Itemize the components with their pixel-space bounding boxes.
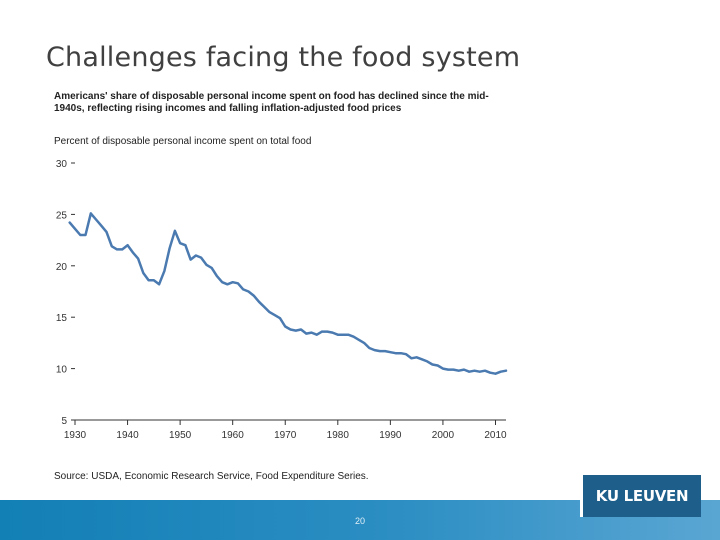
x-tick-label: 1940 <box>116 430 139 441</box>
chart-source: Source: USDA, Economic Research Service,… <box>54 471 369 482</box>
y-axis-label: Percent of disposable personal income sp… <box>54 136 312 147</box>
x-tick-label: 1970 <box>274 430 297 441</box>
x-tick-label: 2000 <box>432 430 455 441</box>
y-tick-label: 30 <box>56 159 68 170</box>
x-tick-label: 1960 <box>222 430 245 441</box>
tick-layer: 5 10 15 20 25 30 1930 1940 1950 1960 1970 1980 1990 2… <box>56 159 507 441</box>
x-tick-label: 1990 <box>379 430 402 441</box>
x-tick-label: 1950 <box>169 430 192 441</box>
slide-title: Challenges facing the food system <box>46 42 521 73</box>
page-number: 20 <box>354 516 365 526</box>
x-tick-label: 1980 <box>327 430 350 441</box>
y-tick-label: 20 <box>56 262 68 273</box>
logo-text: KU LEUVEN <box>595 487 689 505</box>
y-tick-label: 10 <box>56 365 68 376</box>
ku-leuven-logo: KU LEUVEN <box>580 475 701 517</box>
y-tick-label: 15 <box>56 313 68 324</box>
series-line <box>68 212 508 375</box>
y-tick-label: 5 <box>61 416 67 427</box>
y-tick-label: 25 <box>56 210 68 221</box>
chart-title: Americans' share of disposable personal … <box>54 91 489 114</box>
x-tick-label: 1930 <box>64 430 87 441</box>
x-tick-label: 2010 <box>484 430 507 441</box>
